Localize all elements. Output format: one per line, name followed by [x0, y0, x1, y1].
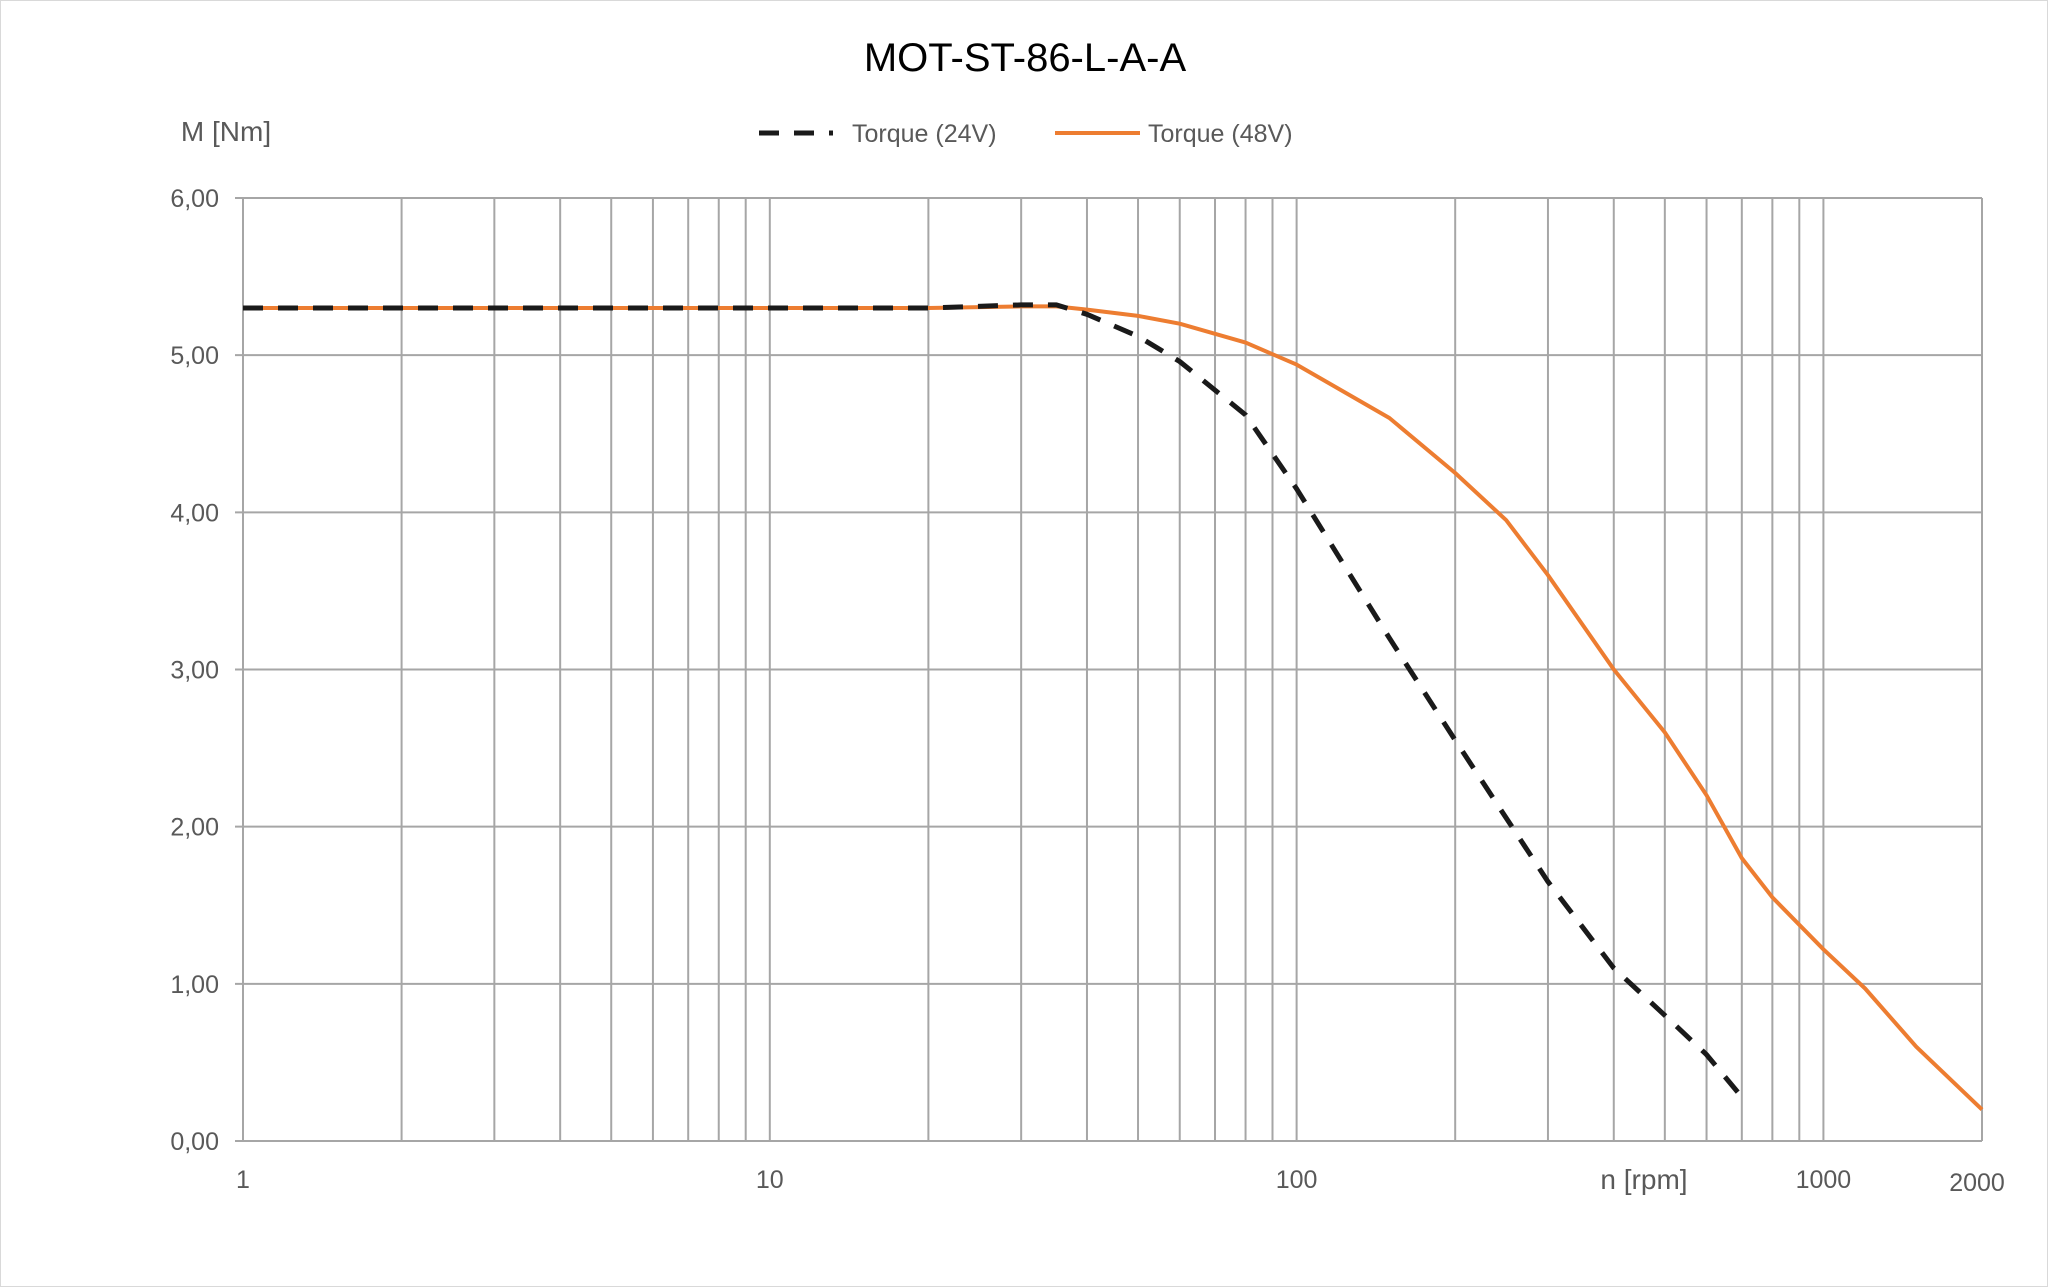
y-tick-label: 2,00 [170, 814, 219, 842]
y-tick-label: 5,00 [170, 342, 219, 370]
axis-ticks: 0,00 1,00 2,00 3,00 4,00 5,00 6,00 1 10 100 1000 20… [170, 185, 2004, 1197]
x-axis-label: n [rpm] [1600, 1164, 1687, 1195]
x-tick-label: 1 [236, 1166, 250, 1194]
legend: Torque (24V) Torque (48V) [759, 120, 1293, 148]
legend-label: Torque (48V) [1148, 120, 1293, 148]
series-lines [243, 302, 1984, 1112]
x-tick-label: 10 [756, 1166, 784, 1194]
y-axis-label: M [Nm] [181, 116, 271, 147]
series-line [243, 304, 1984, 1112]
series-line [243, 302, 1744, 1099]
x-tick-label: 1000 [1796, 1166, 1852, 1194]
y-tick-label: 1,00 [170, 971, 219, 999]
y-tick-label: 6,00 [170, 185, 219, 213]
chart-title: MOT-ST-86-L-A-A [864, 36, 1187, 80]
y-tick-label: 3,00 [170, 657, 219, 685]
y-tick-label: 0,00 [170, 1128, 219, 1156]
grid [235, 197, 1983, 1142]
x-tick-label: 2000 [1949, 1169, 2005, 1197]
x-tick-label: 100 [1276, 1166, 1318, 1194]
y-tick-label: 4,00 [170, 499, 219, 527]
legend-label: Torque (24V) [852, 120, 997, 148]
